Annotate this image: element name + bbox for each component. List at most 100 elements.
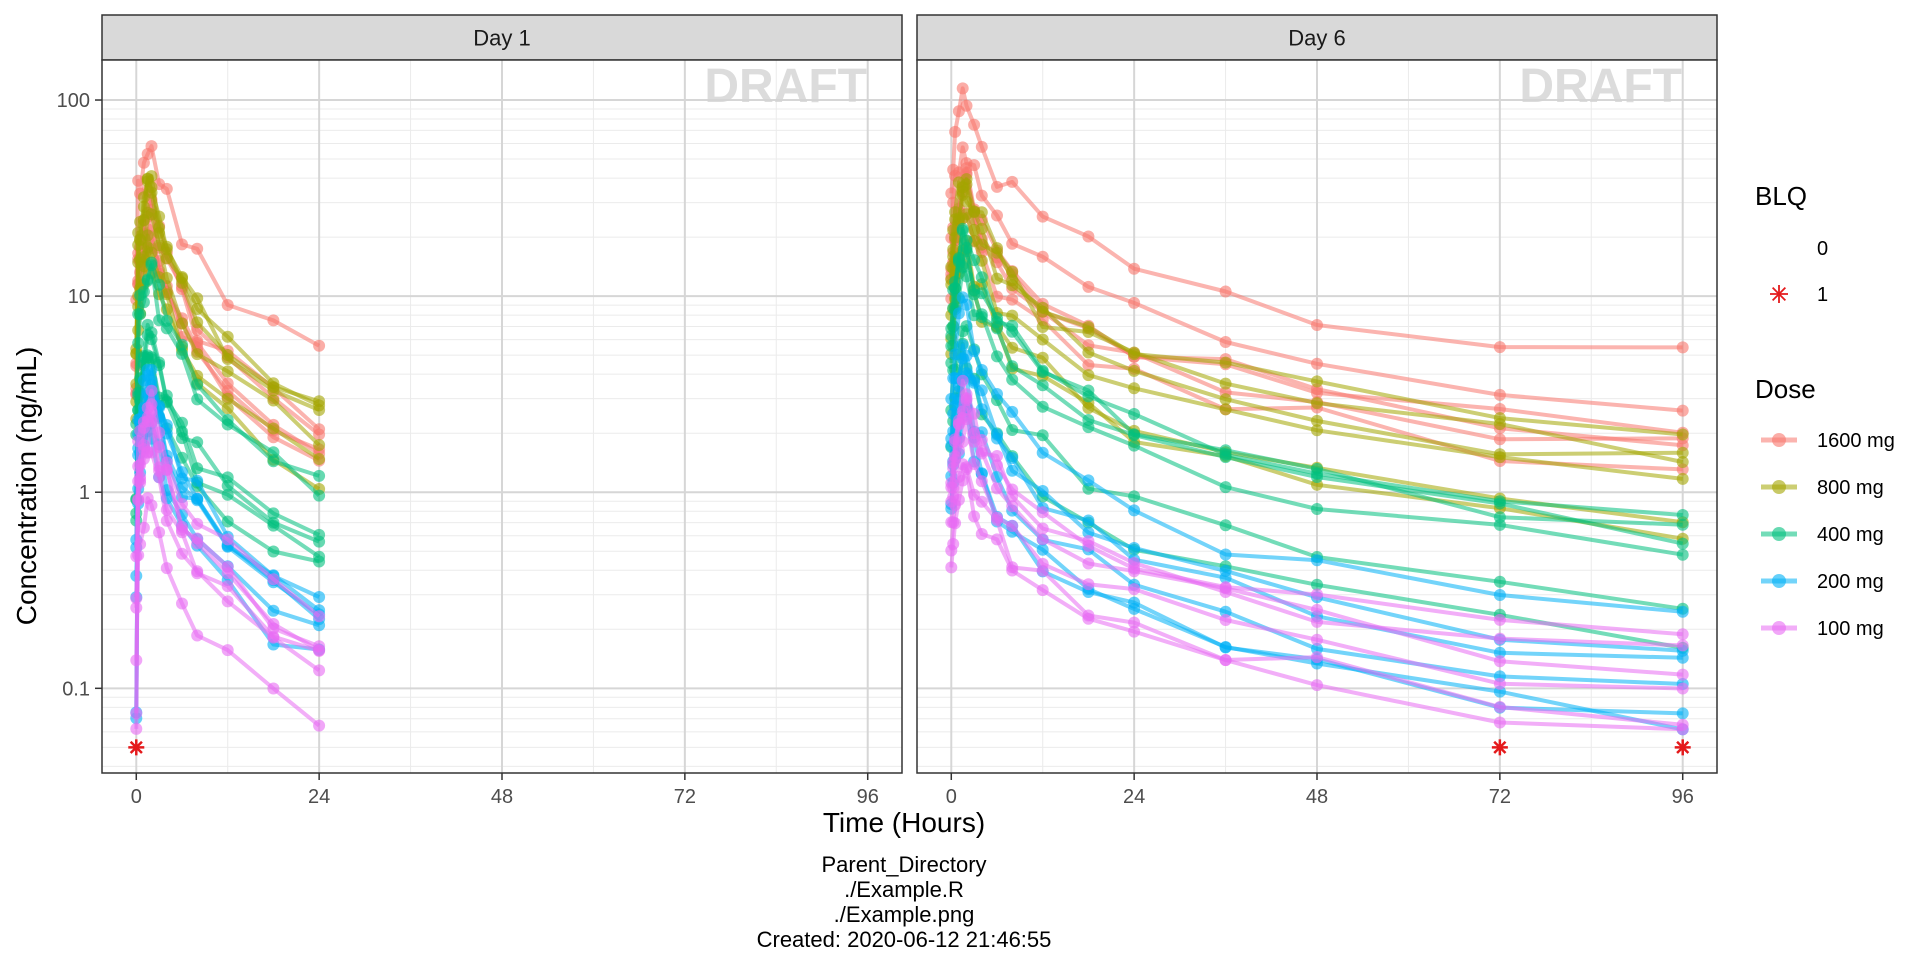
data-point — [1082, 390, 1095, 403]
data-point — [1036, 485, 1049, 497]
data-point — [945, 561, 958, 574]
data-point — [1082, 482, 1095, 495]
data-point — [221, 365, 234, 378]
legend-dose-marker — [1772, 574, 1786, 588]
data-point — [1311, 503, 1323, 515]
data-point — [221, 353, 234, 365]
panel-strip-label: Day 6 — [1288, 26, 1345, 51]
data-point — [1036, 400, 1049, 413]
data-point — [221, 392, 234, 405]
draft-watermark: DRAFT — [704, 60, 867, 113]
data-point — [1219, 605, 1232, 618]
data-point — [141, 445, 154, 458]
data-point — [176, 238, 188, 251]
data-point — [1036, 210, 1049, 223]
data-point — [991, 388, 1003, 400]
data-point — [956, 374, 969, 387]
data-point — [1219, 481, 1232, 494]
x-tick-label: 96 — [857, 786, 879, 808]
data-point — [191, 492, 204, 505]
data-point — [267, 446, 280, 459]
data-point — [191, 462, 204, 475]
x-tick-label: 72 — [1489, 786, 1511, 808]
data-point — [1311, 424, 1323, 437]
data-point — [267, 314, 280, 327]
x-tick-label: 0 — [946, 786, 957, 808]
x-tick-label: 24 — [1123, 786, 1145, 808]
data-point — [1676, 472, 1689, 485]
data-point — [313, 404, 326, 416]
data-point — [221, 580, 234, 593]
data-point — [137, 521, 150, 534]
data-point — [191, 436, 204, 449]
legend-dose-label: 200 mg — [1817, 571, 1884, 593]
data-point — [1219, 403, 1232, 416]
data-point — [132, 308, 145, 321]
data-point — [267, 516, 280, 529]
data-point — [191, 517, 204, 530]
data-point — [1493, 632, 1506, 645]
data-point — [191, 378, 204, 391]
panel-2: Day 6 DRAFT 0 24 48 72 96 — [916, 14, 1718, 808]
legend-dose-item: 800 mg — [1761, 477, 1884, 499]
data-point — [1036, 506, 1049, 519]
data-point — [267, 422, 280, 435]
data-point — [221, 402, 234, 415]
data-point — [191, 567, 204, 580]
data-point — [1676, 456, 1689, 468]
data-point — [956, 339, 969, 352]
data-point — [1311, 651, 1323, 664]
data-point — [1493, 497, 1506, 510]
legend-dose-marker — [1772, 527, 1786, 541]
data-point — [191, 393, 204, 406]
data-point — [221, 515, 234, 528]
data-point — [1128, 382, 1141, 395]
data-point — [313, 453, 326, 465]
data-point — [1219, 451, 1232, 464]
data-point — [991, 272, 1003, 285]
data-point — [141, 402, 154, 414]
data-point — [949, 125, 962, 138]
data-point — [132, 435, 145, 448]
data-point — [313, 339, 326, 352]
data-point — [1082, 474, 1095, 487]
panel-strip — [101, 14, 903, 61]
data-point — [160, 503, 173, 516]
data-point — [153, 526, 166, 539]
data-point — [991, 482, 1003, 495]
data-point — [1036, 584, 1049, 597]
data-point — [1493, 511, 1506, 524]
legend-dose-title: Dose — [1755, 374, 1816, 404]
data-point — [1676, 707, 1689, 720]
legend-dose-label: 400 mg — [1817, 524, 1884, 546]
data-point — [1036, 379, 1049, 392]
data-point — [267, 394, 280, 407]
blq-marker — [1491, 739, 1508, 756]
x-tick-label: 48 — [491, 786, 513, 808]
data-point — [1006, 237, 1019, 250]
data-point — [1006, 319, 1019, 332]
data-point — [176, 547, 188, 560]
data-point — [1219, 285, 1232, 298]
data-point — [1219, 336, 1232, 348]
x-tick-label: 72 — [674, 786, 696, 808]
data-point — [1006, 424, 1019, 436]
data-point — [1082, 346, 1095, 359]
data-point — [968, 159, 981, 172]
data-point — [968, 407, 981, 420]
data-point — [1311, 471, 1323, 483]
data-point — [1128, 557, 1141, 569]
legend-blq-label: 1 — [1817, 284, 1828, 306]
data-point — [1128, 346, 1141, 359]
data-point — [960, 178, 973, 191]
data-point — [1036, 564, 1049, 577]
y-tick-label: 0.1 — [62, 678, 90, 700]
data-point — [949, 450, 962, 463]
data-point — [221, 479, 234, 492]
data-point — [267, 545, 280, 558]
data-point — [1676, 446, 1689, 459]
data-point — [1676, 723, 1689, 736]
data-point — [975, 384, 988, 397]
data-point — [313, 469, 326, 482]
data-point — [975, 189, 988, 202]
